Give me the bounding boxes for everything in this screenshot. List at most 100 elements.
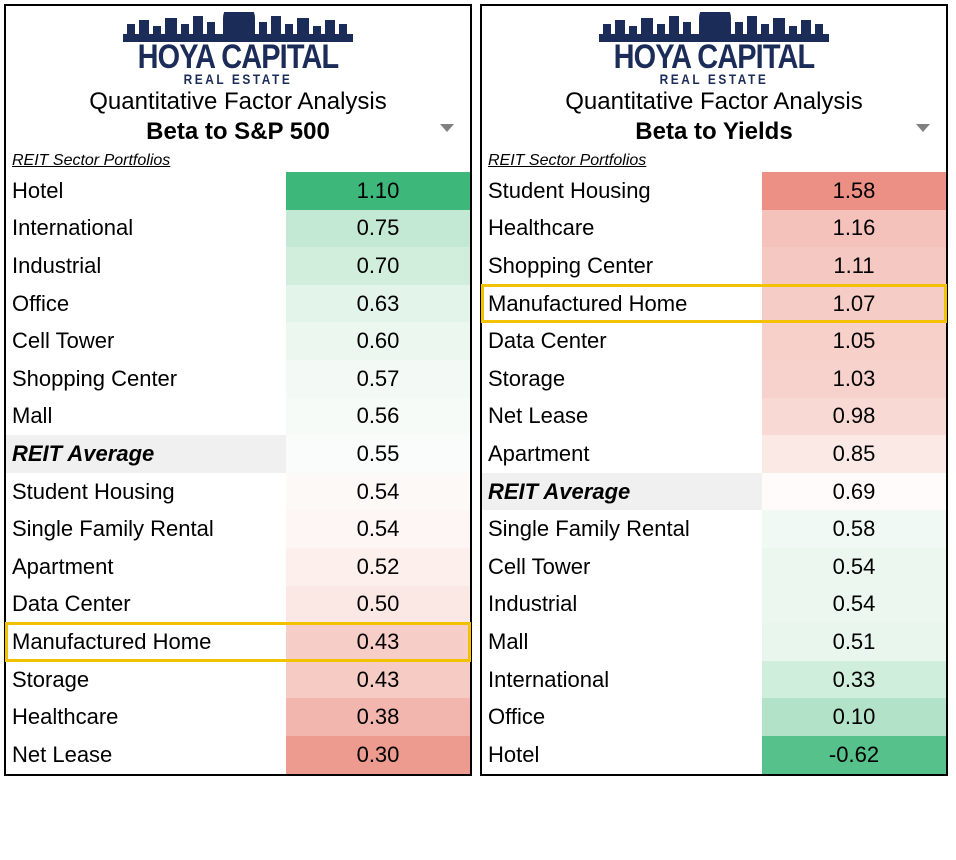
logo-sub: REAL ESTATE: [517, 72, 911, 86]
dropdown-icon[interactable]: [916, 124, 930, 132]
row-value: 1.07: [762, 285, 946, 323]
row-label: REIT Average: [6, 435, 286, 473]
row-value: 1.58: [762, 172, 946, 210]
panel-0: HOYA CAPITAL REAL ESTATE Quantitative Fa…: [4, 4, 472, 776]
rows: Student Housing1.58Healthcare1.16Shoppin…: [482, 172, 946, 774]
row-value: 0.58: [762, 510, 946, 548]
dropdown-icon[interactable]: [440, 124, 454, 132]
table-row: Hotel1.10: [6, 172, 470, 210]
panel-title-row: Beta to S&P 500: [6, 116, 470, 152]
table-row: Student Housing0.54: [6, 473, 470, 511]
row-value: 1.03: [762, 360, 946, 398]
logo-block: HOYA CAPITAL REAL ESTATE: [482, 12, 946, 86]
row-value: 0.50: [286, 586, 470, 624]
row-value: 0.54: [286, 510, 470, 548]
row-label: Hotel: [6, 172, 286, 210]
row-value: 0.33: [762, 661, 946, 699]
row-label: Office: [482, 698, 762, 736]
panel-1: HOYA CAPITAL REAL ESTATE Quantitative Fa…: [480, 4, 948, 776]
table-row: Apartment0.85: [482, 435, 946, 473]
row-value: 0.54: [286, 473, 470, 511]
rows: Hotel1.10International0.75Industrial0.70…: [6, 172, 470, 774]
row-label: Healthcare: [482, 210, 762, 248]
row-label: Mall: [482, 623, 762, 661]
row-label: International: [6, 210, 286, 248]
row-label: Hotel: [482, 736, 762, 774]
row-label: Mall: [6, 398, 286, 436]
table-row: Manufactured Home0.43: [6, 623, 470, 661]
section-label: REIT Sector Portfolios: [482, 152, 946, 172]
row-value: 0.75: [286, 210, 470, 248]
logo-block: HOYA CAPITAL REAL ESTATE: [6, 12, 470, 86]
row-label: Cell Tower: [482, 548, 762, 586]
table-row: REIT Average0.55: [6, 435, 470, 473]
row-value: -0.62: [762, 736, 946, 774]
row-value: 0.57: [286, 360, 470, 398]
table-row: Cell Tower0.60: [6, 322, 470, 360]
table-row: International0.75: [6, 210, 470, 248]
row-label: Single Family Rental: [482, 510, 762, 548]
row-value: 0.98: [762, 398, 946, 436]
row-label: Manufactured Home: [6, 623, 286, 661]
row-label: Storage: [482, 360, 762, 398]
row-label: Manufactured Home: [482, 285, 762, 323]
table-row: Industrial0.54: [482, 586, 946, 624]
row-value: 0.54: [762, 586, 946, 624]
table-row: Net Lease0.98: [482, 398, 946, 436]
table-row: Data Center1.05: [482, 322, 946, 360]
table-row: Shopping Center0.57: [6, 360, 470, 398]
row-value: 0.63: [286, 285, 470, 323]
row-value: 0.70: [286, 247, 470, 285]
table-row: Storage1.03: [482, 360, 946, 398]
panels-container: HOYA CAPITAL REAL ESTATE Quantitative Fa…: [0, 0, 956, 780]
row-label: International: [482, 661, 762, 699]
row-value: 1.10: [286, 172, 470, 210]
table-row: Mall0.56: [6, 398, 470, 436]
logo-main: HOYA CAPITAL: [517, 40, 911, 74]
panel-title: Beta to Yields: [635, 118, 792, 145]
row-label: Industrial: [482, 586, 762, 624]
row-label: Industrial: [6, 247, 286, 285]
row-label: Single Family Rental: [6, 510, 286, 548]
row-label: Storage: [6, 661, 286, 699]
table-row: Manufactured Home1.07: [482, 285, 946, 323]
table-row: Net Lease0.30: [6, 736, 470, 774]
table-row: Industrial0.70: [6, 247, 470, 285]
table-row: Single Family Rental0.58: [482, 510, 946, 548]
table-row: Hotel-0.62: [482, 736, 946, 774]
panel-title-row: Beta to Yields: [482, 116, 946, 152]
table-row: Office0.10: [482, 698, 946, 736]
row-value: 0.85: [762, 435, 946, 473]
table-row: Healthcare1.16: [482, 210, 946, 248]
panel-title: Beta to S&P 500: [146, 118, 330, 145]
row-value: 1.11: [762, 247, 946, 285]
row-value: 1.05: [762, 322, 946, 360]
table-row: Storage0.43: [6, 661, 470, 699]
table-row: REIT Average0.69: [482, 473, 946, 511]
row-label: REIT Average: [482, 473, 762, 511]
row-label: Apartment: [482, 435, 762, 473]
subtitle: Quantitative Factor Analysis: [482, 88, 946, 116]
table-row: Healthcare0.38: [6, 698, 470, 736]
row-label: Apartment: [6, 548, 286, 586]
table-row: Data Center0.50: [6, 586, 470, 624]
row-label: Shopping Center: [482, 247, 762, 285]
section-label: REIT Sector Portfolios: [6, 152, 470, 172]
table-row: Cell Tower0.54: [482, 548, 946, 586]
table-row: Apartment0.52: [6, 548, 470, 586]
logo-main: HOYA CAPITAL: [41, 40, 435, 74]
row-value: 0.69: [762, 473, 946, 511]
row-label: Net Lease: [6, 736, 286, 774]
row-label: Cell Tower: [6, 322, 286, 360]
row-label: Data Center: [482, 322, 762, 360]
row-value: 0.60: [286, 322, 470, 360]
row-value: 0.54: [762, 548, 946, 586]
row-label: Student Housing: [482, 172, 762, 210]
row-value: 0.56: [286, 398, 470, 436]
subtitle: Quantitative Factor Analysis: [6, 88, 470, 116]
table-row: Single Family Rental0.54: [6, 510, 470, 548]
row-label: Data Center: [6, 586, 286, 624]
table-row: Mall0.51: [482, 623, 946, 661]
row-value: 0.55: [286, 435, 470, 473]
row-value: 0.30: [286, 736, 470, 774]
